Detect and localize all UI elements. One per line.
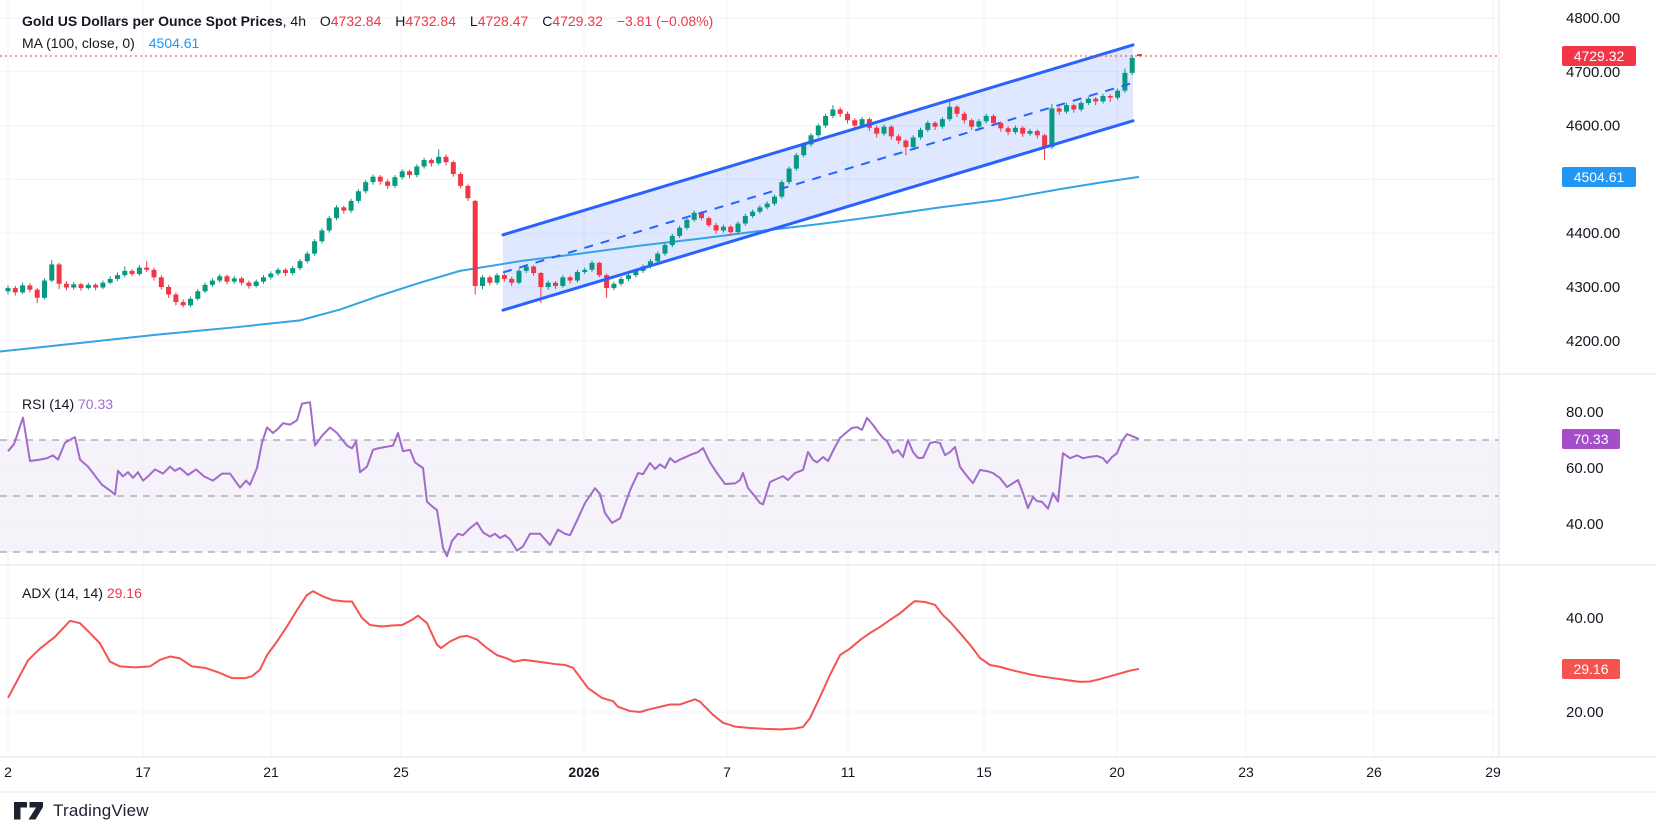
svg-text:4700.00: 4700.00	[1566, 64, 1620, 81]
symbol-legend-row: Gold US Dollars per Ounce Spot Prices, 4…	[22, 10, 713, 32]
tradingview-logo-text: TradingView	[53, 801, 149, 820]
ohlc-open-value: 4732.84	[330, 13, 382, 29]
ma-legend-row: MA (100, close, 0) 4504.61	[22, 32, 713, 54]
rsi-pane-legend: RSI (14) 70.33	[22, 396, 113, 412]
svg-text:20.00: 20.00	[1566, 704, 1604, 721]
time-axis[interactable]	[0, 758, 1656, 792]
candles	[5, 54, 1142, 308]
ohlc-low-value: 4728.47	[477, 13, 529, 29]
ma-label: MA (100, close, 0)	[22, 35, 135, 51]
svg-text:23: 23	[1238, 764, 1254, 780]
borders	[0, 0, 1656, 793]
svg-text:26: 26	[1366, 764, 1382, 780]
svg-text:40.00: 40.00	[1566, 610, 1604, 627]
ohlc-close-label: C	[542, 13, 553, 29]
rsi-line	[7, 401, 1140, 558]
svg-text:4300.00: 4300.00	[1566, 279, 1620, 296]
svg-text:60.00: 60.00	[1566, 460, 1604, 477]
ohlc-close-value: 4729.32	[552, 13, 603, 29]
price-axis[interactable]	[1500, 0, 1656, 757]
svg-text:21: 21	[263, 764, 279, 780]
adx-line	[7, 590, 1140, 731]
adx-label: ADX (14, 14)	[22, 585, 103, 601]
ma100-line	[0, 175, 1140, 353]
rsi-level-lines	[0, 439, 1499, 553]
adx-value-badge: 29.16	[1562, 658, 1620, 679]
ma-value-badge: 4504.61	[1562, 166, 1636, 187]
svg-text:4200.00: 4200.00	[1566, 333, 1620, 350]
rsi-label: RSI (14)	[22, 396, 75, 412]
chart-canvas[interactable]: 4800.004700.004600.004500.004400.004300.…	[0, 0, 1656, 793]
svg-text:2026: 2026	[568, 764, 599, 780]
ma-value: 4504.61	[148, 35, 200, 51]
gridlines	[0, 0, 1499, 757]
ohlc-change: −3.81 (−0.08%)	[616, 13, 714, 29]
last-price-badge: 4729.32	[1562, 46, 1636, 67]
svg-text:17: 17	[135, 764, 151, 780]
ohlc-low-label: L	[469, 13, 478, 29]
tradingview-logo-link[interactable]: TradingView	[14, 801, 149, 821]
svg-text:20: 20	[1109, 764, 1125, 780]
svg-text:4600.00: 4600.00	[1566, 118, 1620, 135]
svg-text:29: 29	[1485, 764, 1501, 780]
ohlc-open-label: O	[319, 13, 331, 29]
svg-text:80.00: 80.00	[1566, 404, 1604, 421]
symbol-title: Gold US Dollars per Ounce Spot Prices	[22, 13, 283, 29]
svg-text:40.00: 40.00	[1566, 516, 1604, 533]
rsi-value: 70.33	[78, 396, 114, 412]
parallel-channel-lines	[501, 43, 1135, 312]
svg-text:2: 2	[4, 764, 12, 780]
chart-legend: Gold US Dollars per Ounce Spot Prices, 4…	[22, 10, 713, 54]
tradingview-logo-icon	[14, 802, 43, 820]
svg-text:4400.00: 4400.00	[1566, 225, 1620, 242]
svg-text:11: 11	[841, 764, 856, 780]
ohlc-high-value: 4732.84	[405, 13, 456, 29]
svg-text:25: 25	[393, 764, 409, 780]
svg-text:7: 7	[723, 764, 731, 780]
symbol-interval: , 4h	[282, 13, 306, 29]
rsi-value-badge: 70.33	[1562, 429, 1620, 450]
svg-text:15: 15	[976, 764, 992, 780]
svg-text:4800.00: 4800.00	[1566, 10, 1620, 27]
adx-pane-legend: ADX (14, 14) 29.16	[22, 585, 142, 601]
adx-value: 29.16	[106, 585, 142, 601]
ohlc-high-label: H	[395, 13, 406, 29]
